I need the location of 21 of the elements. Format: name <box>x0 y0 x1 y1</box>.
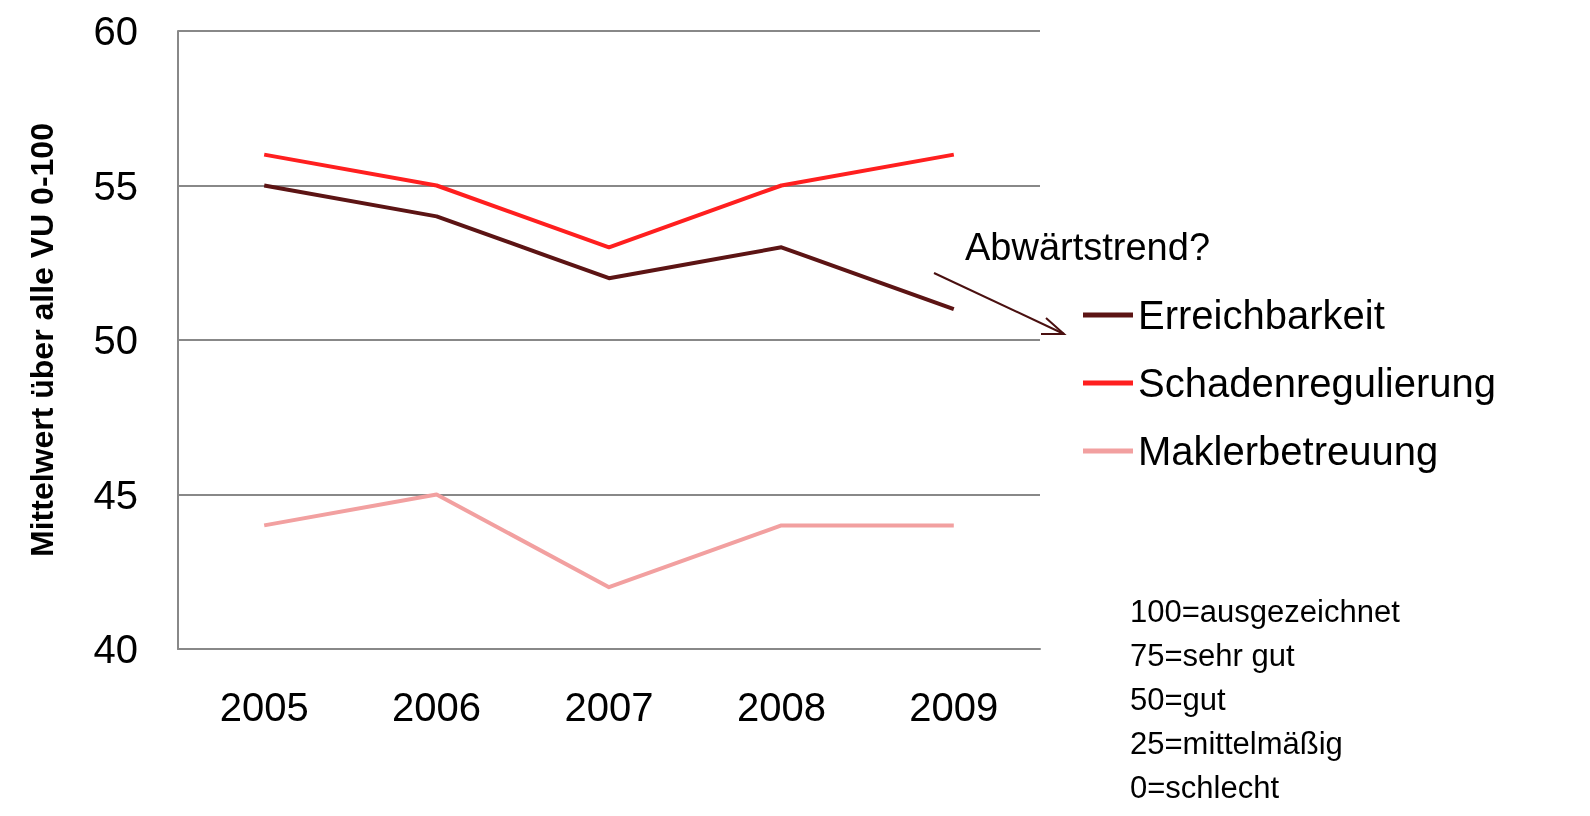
text: 25=mittelmäßig <box>1130 726 1343 761</box>
x-tick-label: 2005 <box>219 685 309 729</box>
y-tick-label: 55 <box>93 163 138 208</box>
y-tick-label: 50 <box>93 318 138 362</box>
text: 50=gut <box>1130 682 1227 717</box>
line-series <box>262 183 956 312</box>
y-axis-title: Mittelwert über alle VU 0-100 <box>24 123 60 557</box>
legend-label: Schadenregulierung <box>1138 361 1497 405</box>
x-tick-label: 2008 <box>736 685 826 729</box>
text: 75=sehr gut <box>1130 638 1295 673</box>
x-tick-label: 2007 <box>564 685 654 729</box>
annotation: Abwärtstrend? <box>965 226 1211 268</box>
text: 100=ausgezeichnet <box>1130 594 1401 629</box>
text: 0=schlecht <box>1130 770 1280 805</box>
x-tick-label: 2006 <box>392 685 482 729</box>
y-tick-label: 40 <box>93 627 138 671</box>
legend-label: Erreichbarkeit <box>1138 293 1385 337</box>
x-tick-label: 2009 <box>909 685 999 729</box>
legend-label: Maklerbetreuung <box>1138 429 1439 473</box>
y-tick-label: 45 <box>93 472 138 517</box>
y-tick-label: 60 <box>93 9 138 53</box>
